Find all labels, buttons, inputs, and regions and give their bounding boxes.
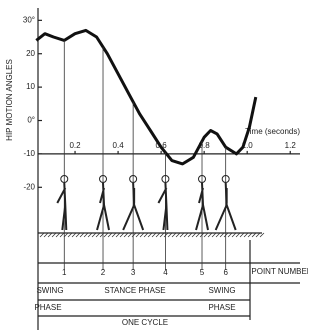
hatch-line (40, 233, 44, 237)
walker-body (158, 183, 167, 230)
hatch-line (156, 233, 160, 237)
walker-body (57, 183, 66, 230)
hatch-line (60, 233, 64, 237)
x-tick-label: 0.2 (69, 141, 81, 150)
hatch-line (244, 233, 248, 237)
hatch-line (208, 233, 212, 237)
y-tick-label: -20 (23, 182, 35, 191)
hatch-line (116, 233, 120, 237)
hatch-line (52, 233, 56, 237)
hatch-line (188, 233, 192, 237)
phase: SWING (36, 286, 63, 295)
hatch-line (48, 233, 52, 237)
hatch-line (72, 233, 76, 237)
phase: SWING (208, 286, 235, 295)
y-tick-label: 20 (26, 49, 35, 58)
hatch-line (96, 233, 100, 237)
hatch-line (108, 233, 112, 237)
hatch-line (44, 233, 48, 237)
hatch-line (160, 233, 164, 237)
hatch-line (164, 233, 168, 237)
x-tick-label: 0.4 (113, 141, 125, 150)
hatch-line (204, 233, 208, 237)
hatch-line (216, 233, 220, 237)
hatch-line (260, 233, 264, 237)
walker (57, 176, 68, 231)
y-tick-label: -10 (23, 149, 35, 158)
y-tick-label: 10 (26, 82, 35, 91)
hatch-line (88, 233, 92, 237)
hatch-line (68, 233, 72, 237)
hatch-line (232, 233, 236, 237)
point-number: 3 (131, 268, 136, 277)
hatch-line (112, 233, 116, 237)
hatch-line (104, 233, 108, 237)
cycle-label: ONE CYCLE (122, 318, 168, 327)
x-tick-label: 1.2 (285, 141, 297, 150)
hatch-line (168, 233, 172, 237)
point-number-title: POINT NUMBER (251, 267, 308, 276)
chart: HIP MOTION ANGLES SWING PHASE STANCE PHA… (0, 0, 308, 331)
walker (158, 176, 169, 231)
hatch-line (172, 233, 176, 237)
hatch-line (76, 233, 80, 237)
hatch-line (240, 233, 244, 237)
hatch-line (124, 233, 128, 237)
hatch-line (228, 233, 232, 237)
hatch-line (196, 233, 200, 237)
hatch-line (136, 233, 140, 237)
hatch-line (120, 233, 124, 237)
point-number: 4 (163, 268, 168, 277)
point-number: 5 (200, 268, 205, 277)
x-axis-label: Time (seconds) (245, 127, 300, 136)
hatch-line (184, 233, 188, 237)
phase: STANCE PHASE (104, 286, 165, 295)
point-number: 6 (223, 268, 228, 277)
hatch-line (236, 233, 240, 237)
hatch-line (252, 233, 256, 237)
hatch-line (92, 233, 96, 237)
hatch-line (248, 233, 252, 237)
hatch-line (220, 233, 224, 237)
point-number: 2 (101, 268, 106, 277)
point-number: 1 (62, 268, 67, 277)
hatch-line (56, 233, 60, 237)
hatch-line (148, 233, 152, 237)
y-axis-label: HIP MOTION ANGLES (5, 59, 14, 141)
hatch-line (144, 233, 148, 237)
hatch-line (80, 233, 84, 237)
hatch-line (84, 233, 88, 237)
hatch-line (192, 233, 196, 237)
hatch-line (180, 233, 184, 237)
hatch-line (176, 233, 180, 237)
hatch-line (132, 233, 136, 237)
hatch-line (212, 233, 216, 237)
phase: PHASE (34, 303, 61, 312)
hatch-line (128, 233, 132, 237)
hatch-line (256, 233, 260, 237)
y-tick-label: 0° (27, 116, 35, 125)
hatch-line (140, 233, 144, 237)
hatching (40, 233, 264, 237)
phase: PHASE (208, 303, 235, 312)
hatch-line (152, 233, 156, 237)
y-tick-label: 30° (23, 15, 35, 24)
